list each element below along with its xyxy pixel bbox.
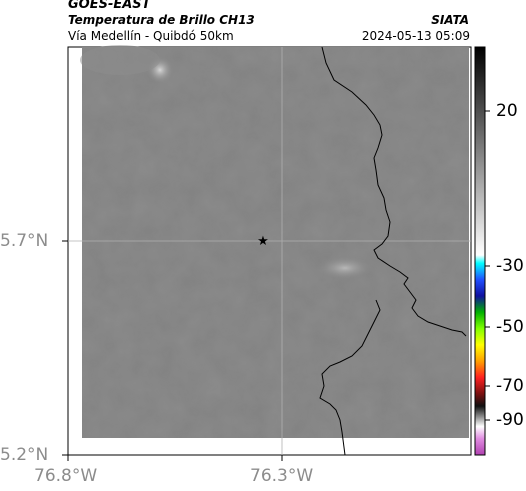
colorbar-tick-label: -30 (496, 256, 524, 276)
lon-tick-label: 76.3°W (250, 466, 314, 486)
lat-tick-label: 5.2°N (0, 445, 49, 465)
lat-tick-label: 5.7°N (0, 231, 49, 251)
colorbar-tick-label: 20 (496, 101, 518, 121)
lon-tick-label: 76.8°W (34, 466, 98, 486)
product-title: Temperatura de Brillo CH13 (68, 13, 255, 27)
colorbar-tick-label: -50 (496, 317, 524, 337)
star-icon: ★ (257, 234, 269, 249)
source-label: SIATA (431, 13, 469, 27)
region-label: Vía Medellín - Quibdó 50km (68, 29, 234, 43)
colorbar (474, 46, 486, 456)
datetime-label: 2024-05-13 05:09 (361, 29, 470, 43)
satellite-title: GOES-EAST (68, 0, 151, 12)
colorbar-tick-label: -70 (496, 376, 524, 396)
boundary-line (319, 46, 467, 456)
colorbar-tick-label: -90 (496, 410, 524, 430)
